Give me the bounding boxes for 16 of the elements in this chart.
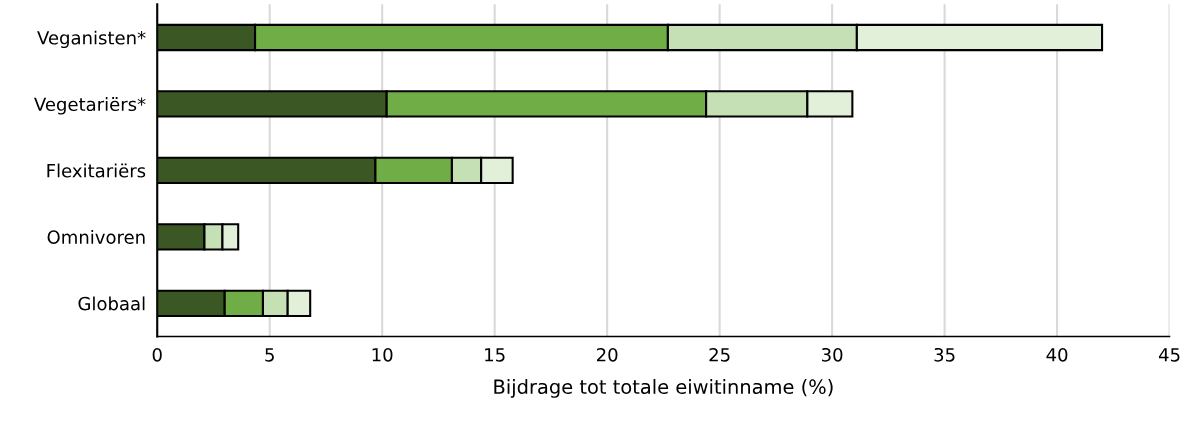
x-tick-label: 25 bbox=[709, 347, 730, 362]
x-tick-label: 0 bbox=[152, 347, 162, 362]
y-tick-label: Vegetariërs* bbox=[34, 97, 146, 115]
x-tick-label: 35 bbox=[934, 347, 955, 362]
y-tick-label: Globaal bbox=[78, 296, 145, 311]
x-tick-label: 45 bbox=[1158, 348, 1180, 362]
x-tick-label: 40 bbox=[1046, 347, 1068, 362]
x-tick-label: 10 bbox=[372, 347, 393, 362]
x-tick-label: 5 bbox=[265, 348, 274, 362]
y-tick-label: Flexitariërs bbox=[47, 163, 146, 178]
x-tick-label: 15 bbox=[485, 348, 505, 362]
y-tick-label: Omnivoren bbox=[47, 230, 145, 244]
y-tick-label: Veganisten* bbox=[37, 30, 146, 49]
x-tick-label: 30 bbox=[822, 347, 843, 362]
x-axis-title: Bijdrage tot totale eiwitinname (%) bbox=[494, 379, 833, 398]
x-tick-label: 20 bbox=[596, 347, 618, 362]
